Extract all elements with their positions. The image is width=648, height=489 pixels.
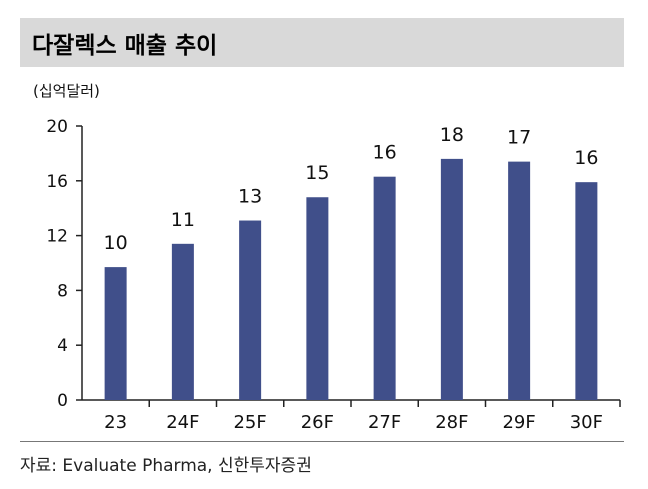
- title-bar: 다잘렉스 매출 추이: [20, 18, 624, 67]
- y-tick-label: 0: [57, 391, 68, 411]
- y-tick-label: 16: [46, 172, 68, 192]
- y-tick-label: 4: [57, 336, 68, 356]
- bar: [373, 176, 396, 400]
- x-tick-label: 27F: [368, 412, 401, 433]
- data-label: 18: [440, 124, 464, 146]
- bar: [575, 182, 598, 400]
- x-tick-label: 24F: [166, 412, 199, 433]
- data-label: 11: [171, 209, 195, 231]
- y-tick-label: 20: [46, 117, 68, 137]
- bar: [306, 197, 329, 400]
- x-tick-label: 23: [104, 412, 127, 433]
- data-label: 13: [238, 186, 262, 208]
- x-tick-label: 25F: [233, 412, 266, 433]
- y-axis-unit-label: (십억달러): [33, 82, 100, 100]
- y-tick-label: 12: [46, 227, 68, 247]
- x-tick-label: 26F: [301, 412, 334, 433]
- data-label: 16: [574, 147, 598, 169]
- chart-title: 다잘렉스 매출 추이: [32, 32, 218, 59]
- x-tick-label: 30F: [570, 412, 603, 433]
- data-label: 15: [305, 162, 329, 184]
- source-note: 자료: Evaluate Pharma, 신한투자증권: [20, 441, 624, 476]
- bar: [171, 243, 194, 400]
- data-label: 10: [104, 232, 128, 254]
- data-label: 17: [507, 127, 531, 149]
- bar: [440, 158, 463, 400]
- bar: [508, 161, 531, 400]
- y-tick-label: 8: [57, 281, 68, 301]
- bar: [239, 220, 262, 400]
- x-tick-label: 29F: [502, 412, 535, 433]
- x-tick-label: 28F: [435, 412, 468, 433]
- data-label: 16: [373, 142, 397, 164]
- bar: [104, 267, 127, 400]
